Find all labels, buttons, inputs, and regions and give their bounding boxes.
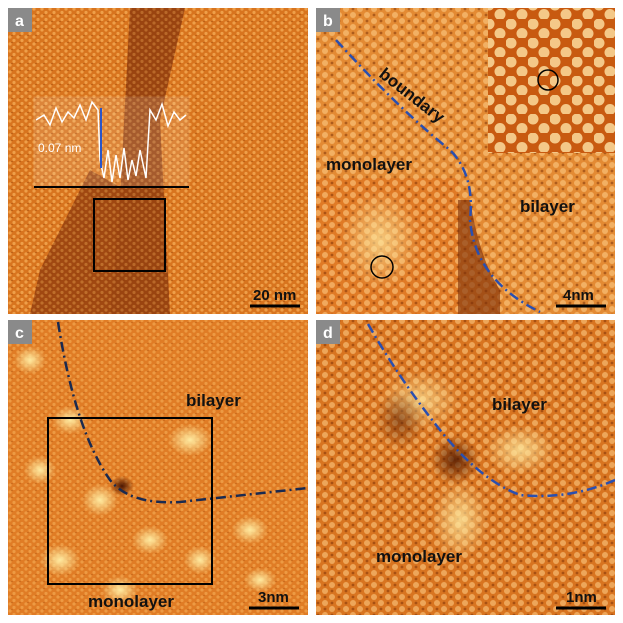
scale-bar: 4nm (563, 287, 594, 304)
region-label: monolayer (376, 547, 462, 566)
figure: 0.07 nm 20 nm a boundary monolayer bilay… (0, 0, 623, 623)
scale-bar: 1nm (566, 589, 597, 606)
panel-a: 0.07 nm 20 nm a (8, 8, 308, 314)
panel-letter: d (323, 325, 333, 342)
step-height: 0.07 nm (38, 141, 81, 155)
panel-letter: a (15, 13, 24, 30)
panel-c: bilayer monolayer 3nm c (8, 320, 308, 615)
panel-letter: b (323, 13, 333, 30)
region-label: monolayer (88, 592, 174, 611)
region-label: bilayer (492, 395, 547, 414)
scale-bar: 20 nm (253, 287, 296, 304)
region-label: bilayer (520, 197, 575, 216)
scale-bar: 3nm (258, 589, 289, 606)
panel-b: boundary monolayer bilayer 4nm b (316, 8, 615, 314)
panel-letter: c (15, 325, 24, 342)
region-label: monolayer (326, 155, 412, 174)
region-label: bilayer (186, 391, 241, 410)
panel-d: bilayer monolayer 1nm d (316, 320, 615, 615)
